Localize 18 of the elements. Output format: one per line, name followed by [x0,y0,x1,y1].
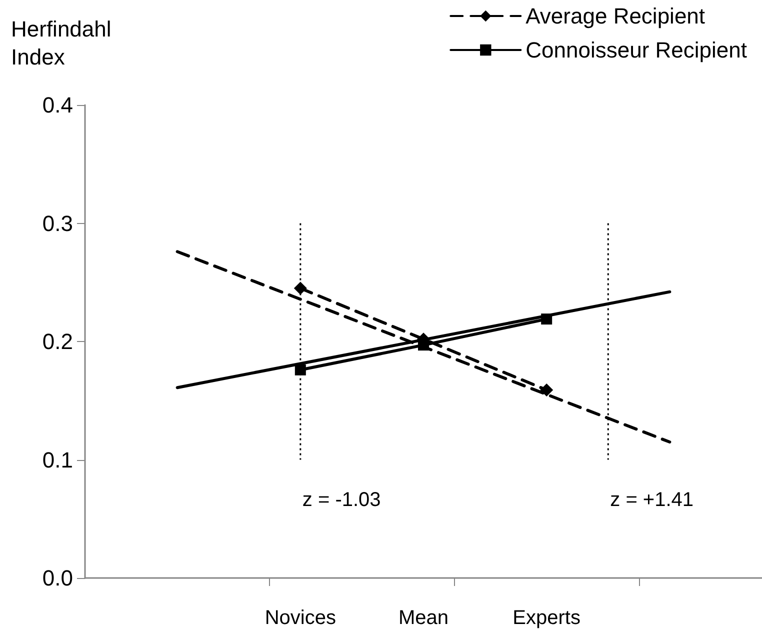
y-tick-label: 0.2 [42,329,73,354]
point [294,282,307,295]
x-tick-label: Mean [398,607,449,629]
annotation: z = +1.41 [610,488,694,511]
point [294,364,306,376]
y-axis-title: Herfindahl Index [11,16,118,70]
y-tick-label: 0.4 [42,92,73,118]
legend-label: Average Recipient [526,4,706,28]
x-tick-label: Experts [512,607,580,629]
annotation: z = -1.03 [302,488,381,511]
y-tick-label: 0.3 [42,210,73,236]
y-tick-label: 0.1 [42,447,73,472]
point [540,383,554,396]
point [418,340,429,351]
point [541,314,552,325]
y-tick-label: 0.0 [42,566,73,590]
legend-label: Connoisseur Recipient [526,38,747,62]
x-tick-label: Novices [264,607,336,629]
